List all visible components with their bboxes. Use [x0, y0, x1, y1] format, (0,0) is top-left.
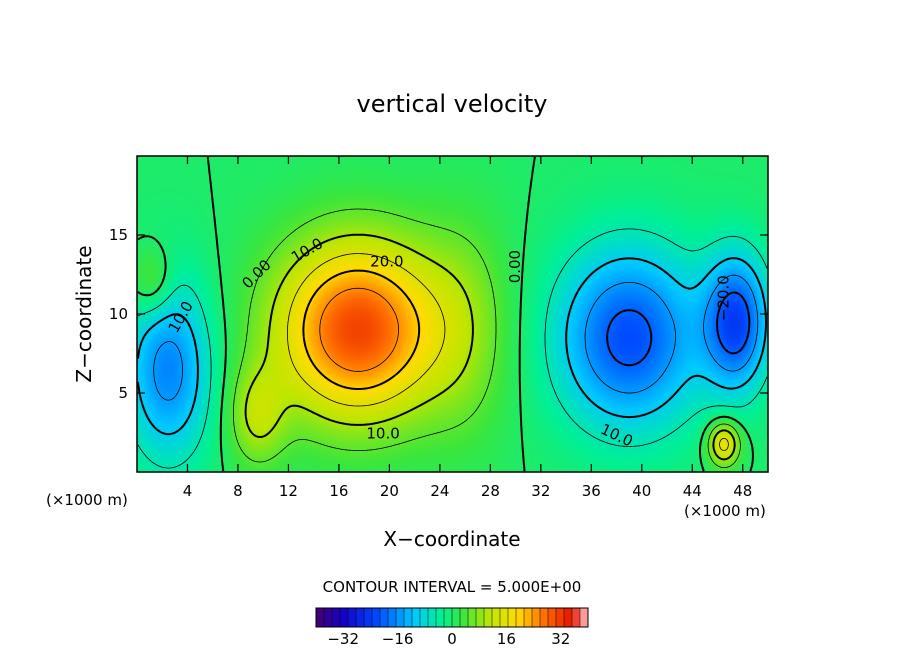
- colorbar-swatch: [452, 608, 461, 627]
- colorbar-swatch: [444, 608, 453, 627]
- x-tick-label: 28: [481, 482, 500, 500]
- colorbar-swatch: [356, 608, 365, 627]
- x-tick-label: 4: [183, 482, 193, 500]
- contour-level-neg20: [606, 291, 751, 367]
- x-tick-label: 24: [430, 482, 449, 500]
- colorbar-tick-label: 32: [551, 630, 570, 648]
- colorbar-swatch: [572, 608, 581, 627]
- colorbar-swatch: [404, 608, 413, 627]
- colorbar-swatch: [332, 608, 341, 627]
- contour-label: 0.00: [506, 250, 524, 283]
- x-tick-label: 40: [632, 482, 651, 500]
- colorbar-swatch: [524, 608, 533, 627]
- colorbar-tick-label: 16: [497, 630, 516, 648]
- contour-level-20: [302, 269, 421, 390]
- contour-label: −20.0: [714, 275, 732, 321]
- colorbar-swatch: [412, 608, 421, 627]
- y-axis-label: Z−coordinate: [72, 245, 96, 382]
- colorbar-swatch: [460, 608, 469, 627]
- contour-level-neg15: [153, 274, 759, 401]
- colorbar-tick-label: −32: [327, 630, 359, 648]
- y-tick-label: 15: [109, 226, 128, 244]
- colorbar-swatch: [372, 608, 381, 627]
- colorbar-swatch: [428, 608, 437, 627]
- colorbar-tick-label: −16: [382, 630, 414, 648]
- x-axis-label: X−coordinate: [383, 527, 520, 551]
- colorbar-swatch: [476, 608, 485, 627]
- colorbar-swatch: [556, 608, 565, 627]
- x-tick-label: 16: [329, 482, 348, 500]
- contour-lines: [137, 156, 768, 472]
- colorbar-swatch: [420, 608, 429, 627]
- x-axis-ticks: 4 8 12 16 20 24 28 32 36 40 44 48: [183, 156, 752, 500]
- x-tick-label: 8: [233, 482, 243, 500]
- contour-level-neg10: [137, 257, 767, 436]
- colorbar-swatch: [484, 608, 493, 627]
- colorbar-swatch: [532, 608, 541, 627]
- y-axis-ticks: 5 10 15: [109, 226, 768, 402]
- colorbar: −32 −16 0 16 32: [315, 607, 589, 648]
- colorbar-swatch: [516, 608, 525, 627]
- x-tick-label: 36: [582, 482, 601, 500]
- x-tick-label: 44: [683, 482, 702, 500]
- colorbar-swatch: [436, 608, 445, 627]
- contour-level-0: [137, 156, 754, 472]
- colorbar-frame: [315, 607, 589, 628]
- colorbar-swatch: [324, 608, 333, 627]
- velocity-field: [137, 156, 768, 472]
- y-tick-label: 5: [118, 384, 128, 402]
- contour-level-neg5: [137, 228, 768, 469]
- contour-level-15: [287, 253, 729, 451]
- colorbar-swatch: [348, 608, 357, 627]
- x-tick-label: 32: [531, 482, 550, 500]
- x-unit-left: (×1000 m): [46, 491, 128, 509]
- colorbar-tick-label: 0: [447, 630, 457, 648]
- y-tick-label: 10: [109, 305, 128, 323]
- colorbar-swatch: [492, 608, 501, 627]
- colorbar-swatch: [396, 608, 405, 627]
- colorbar-swatch: [380, 608, 389, 627]
- colorbar-swatch: [468, 608, 477, 627]
- contour-label: 10.0: [366, 425, 399, 443]
- colorbar-swatch: [316, 608, 325, 627]
- contour-level-25: [319, 287, 399, 372]
- colorbar-swatch: [340, 608, 349, 627]
- colorbar-swatch: [540, 608, 549, 627]
- x-unit-right: (×1000 m): [684, 502, 766, 520]
- colorbar-swatch: [548, 608, 557, 627]
- x-tick-label: 20: [380, 482, 399, 500]
- contour-level-10: [244, 233, 736, 461]
- contour-label: 20.0: [370, 252, 403, 270]
- chart-title: vertical velocity: [357, 90, 548, 118]
- x-tick-label: 12: [279, 482, 298, 500]
- colorbar-swatch: [500, 608, 509, 627]
- colorbar-swatch: [580, 608, 589, 627]
- contour-level-5: [233, 208, 741, 468]
- colorbar-swatch: [508, 608, 517, 627]
- colorbar-swatch: [564, 608, 573, 627]
- x-tick-label: 48: [733, 482, 752, 500]
- colorbar-swatch: [388, 608, 397, 627]
- contour-interval: CONTOUR INTERVAL = 5.000E+00: [323, 578, 582, 596]
- colorbar-swatch: [364, 608, 373, 627]
